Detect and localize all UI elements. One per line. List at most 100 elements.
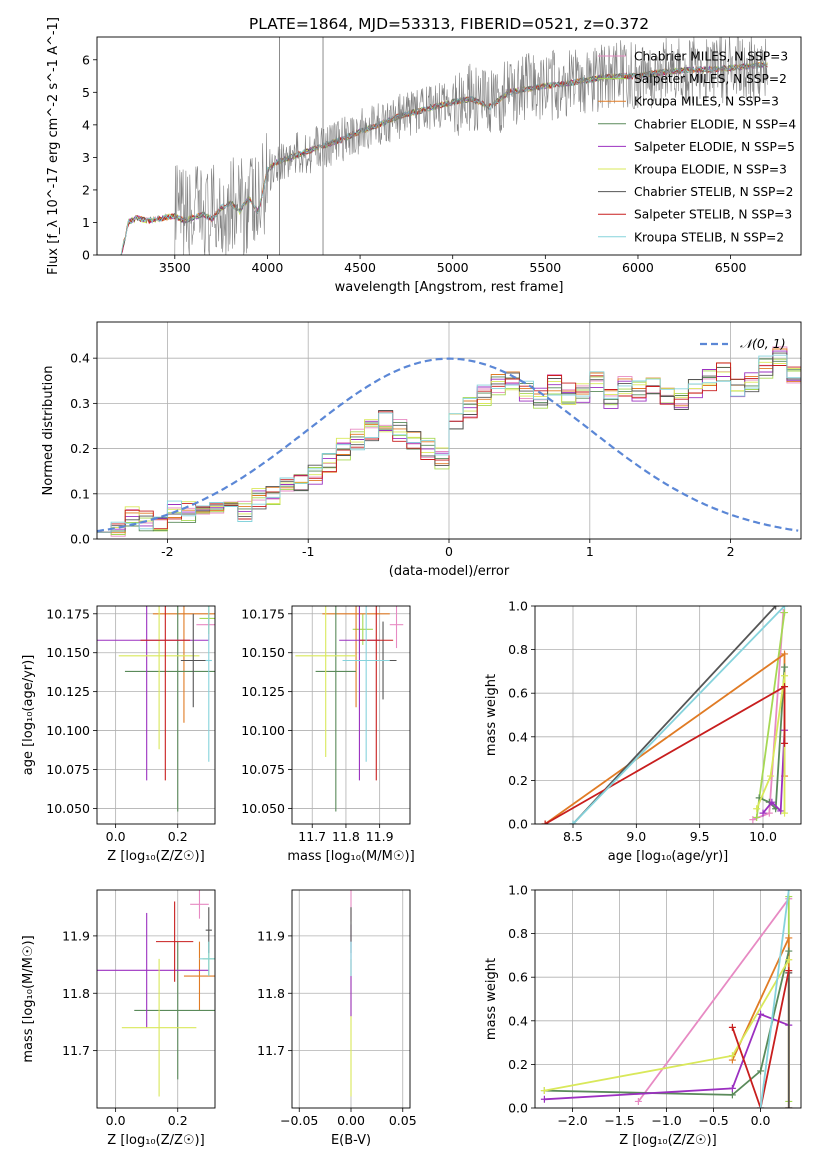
legend-label: Chabrier ELODIE, N SSP=4 [634, 117, 796, 131]
x-tick-label: 0 [445, 544, 453, 559]
histogram-kroupa_stelib [97, 354, 801, 533]
y-tick-label: 0.4 [508, 729, 528, 744]
axes-frame [534, 605, 802, 825]
y-tick-label: 10.075 [46, 762, 90, 777]
x-tick-label: −1.0 [651, 1113, 681, 1128]
plot-area [97, 346, 801, 537]
spectrum-panel: 3500 4000 4500 5000 5500 6000 6500 0 1 2 3 4 5 6 wavel… [46, 17, 802, 295]
y-tick-label: 1 [82, 215, 90, 230]
y-tick-label: 10.050 [241, 801, 285, 816]
x-tick-label: 11.9 [366, 829, 394, 844]
x-tick-label: 0.0 [106, 829, 126, 844]
weight-line-salpeter_stelib [731, 970, 790, 1108]
weight-marker [785, 890, 793, 894]
y-tick-label: 1.0 [508, 599, 528, 614]
weight-marker [569, 820, 577, 824]
axes-frame [96, 321, 802, 540]
mass_weight_vs_z-panel: −2.0 −1.5 −1.0 −0.5 0.0 0.0 0.2 0.4 0.6 0.8 1.0 Z [… [484, 883, 802, 1148]
x-tick-label: −1.5 [604, 1113, 634, 1128]
y-tick-label: 10.075 [241, 762, 285, 777]
histogram-salpeter_stelib [97, 362, 801, 533]
x-tick-label: 1 [586, 544, 594, 559]
y-axis-label: Normed distribution [41, 366, 56, 496]
y-tick-label: 10.125 [241, 684, 285, 699]
weight-marker [785, 967, 793, 975]
legend-label: Salpeter MILES, N SSP=2 [634, 72, 787, 86]
y-tick-label: 0.4 [508, 1013, 528, 1028]
weight-marker [757, 1067, 765, 1075]
y-tick-label: 0.8 [508, 642, 528, 657]
x-tick-label: 11.7 [298, 829, 326, 844]
weight-marker [753, 813, 761, 821]
weight-line-kroupa_miles [544, 652, 786, 824]
legend-label: Kroupa ELODIE, N SSP=3 [634, 163, 787, 177]
x-tick-label: 3500 [159, 260, 191, 275]
legend-label: Salpeter ELODIE, N SSP=5 [634, 140, 795, 154]
weight-marker [781, 609, 789, 617]
x-axis-label: E(B-V) [331, 1133, 371, 1148]
y-tick-label: 0.6 [508, 970, 528, 985]
x-axis-label: Z [log₁₀(Z/Z☉)] [107, 849, 204, 864]
y-axis-label: age [log₁₀(age/yr)] [21, 655, 36, 776]
weight-marker [765, 809, 773, 817]
y-tick-label: 3 [82, 150, 90, 165]
age_vs_mass-panel: 11.7 11.8 11.9 10.050 10.075 10.100 10.125 10.1… [241, 605, 415, 864]
axes-frame [96, 605, 216, 825]
weight-marker [540, 1087, 548, 1095]
y-tick-label: 5 [82, 85, 90, 100]
x-tick-label: 9.5 [690, 829, 710, 844]
y-tick-label: 11.7 [62, 1043, 90, 1058]
x-tick-label: 0.00 [337, 1113, 365, 1128]
weight-line-kroupa_stelib [572, 606, 786, 824]
x-tick-label: 0.2 [168, 829, 188, 844]
weight-marker [768, 798, 776, 806]
y-tick-label: 0.6 [508, 686, 528, 701]
x-tick-label: 6500 [715, 260, 747, 275]
x-tick-label: 11.8 [332, 829, 360, 844]
y-axis-label: mass weight [484, 674, 499, 756]
axes-frame [96, 889, 216, 1109]
x-tick-label: −2.0 [557, 1113, 587, 1128]
x-tick-label: −0.5 [698, 1113, 728, 1128]
y-tick-label: 10.050 [46, 801, 90, 816]
weight-marker [767, 772, 775, 780]
x-axis-label: (data-model)/error [389, 564, 510, 579]
plot-area [540, 890, 793, 1108]
plot-area [120, 37, 768, 255]
x-tick-label: -2 [161, 544, 173, 559]
x-axis-label: wavelength [Angstrom, rest frame] [335, 280, 564, 295]
y-tick-label: 0.0 [70, 532, 90, 547]
plot-area [97, 606, 215, 812]
weight-marker [781, 650, 789, 658]
y-tick-label: 10.175 [241, 606, 285, 621]
weight-marker [728, 1084, 736, 1092]
y-tick-label: 0.3 [70, 396, 90, 411]
axes-frame [96, 36, 802, 256]
y-tick-label: 11.9 [257, 928, 285, 943]
legend-label: Kroupa STELIB, N SSP=2 [634, 230, 784, 244]
y-tick-label: 0.0 [508, 817, 528, 832]
weight-line-chabrier_elodie [758, 666, 786, 811]
weight-marker [785, 956, 793, 964]
weight-marker [772, 606, 780, 610]
weight-marker [753, 805, 761, 813]
plot-area [97, 890, 215, 1097]
mass_vs_z-panel: 0.0 0.2 11.7 11.8 11.9 Z [log₁₀(Z/Z☉)] mass [l… [21, 889, 216, 1148]
x-tick-label: 5500 [529, 260, 561, 275]
x-axis-label: Z [log₁₀(Z/Z☉)] [107, 1133, 204, 1148]
y-tick-label: 0.2 [70, 441, 90, 456]
weight-marker [781, 809, 789, 817]
figure-title: PLATE=1864, MJD=53313, FIBERID=0521, z=0… [249, 15, 649, 33]
y-tick-label: 4 [82, 117, 90, 132]
axes-frame [291, 605, 411, 825]
weight-line-kroupa_stelib [759, 890, 790, 1108]
y-tick-label: 0.2 [508, 773, 528, 788]
weight-marker [781, 663, 789, 671]
weight-marker [785, 947, 793, 955]
spectrum-legend: Chabrier MILES, N SSP=3 Salpeter MILES, N… [598, 50, 796, 244]
weight-line-salpeter_miles [755, 612, 786, 818]
x-tick-label: 4000 [252, 260, 284, 275]
weight-marker [728, 1052, 736, 1060]
x-tick-label: 10.0 [749, 829, 777, 844]
data-spectrum [174, 37, 768, 255]
